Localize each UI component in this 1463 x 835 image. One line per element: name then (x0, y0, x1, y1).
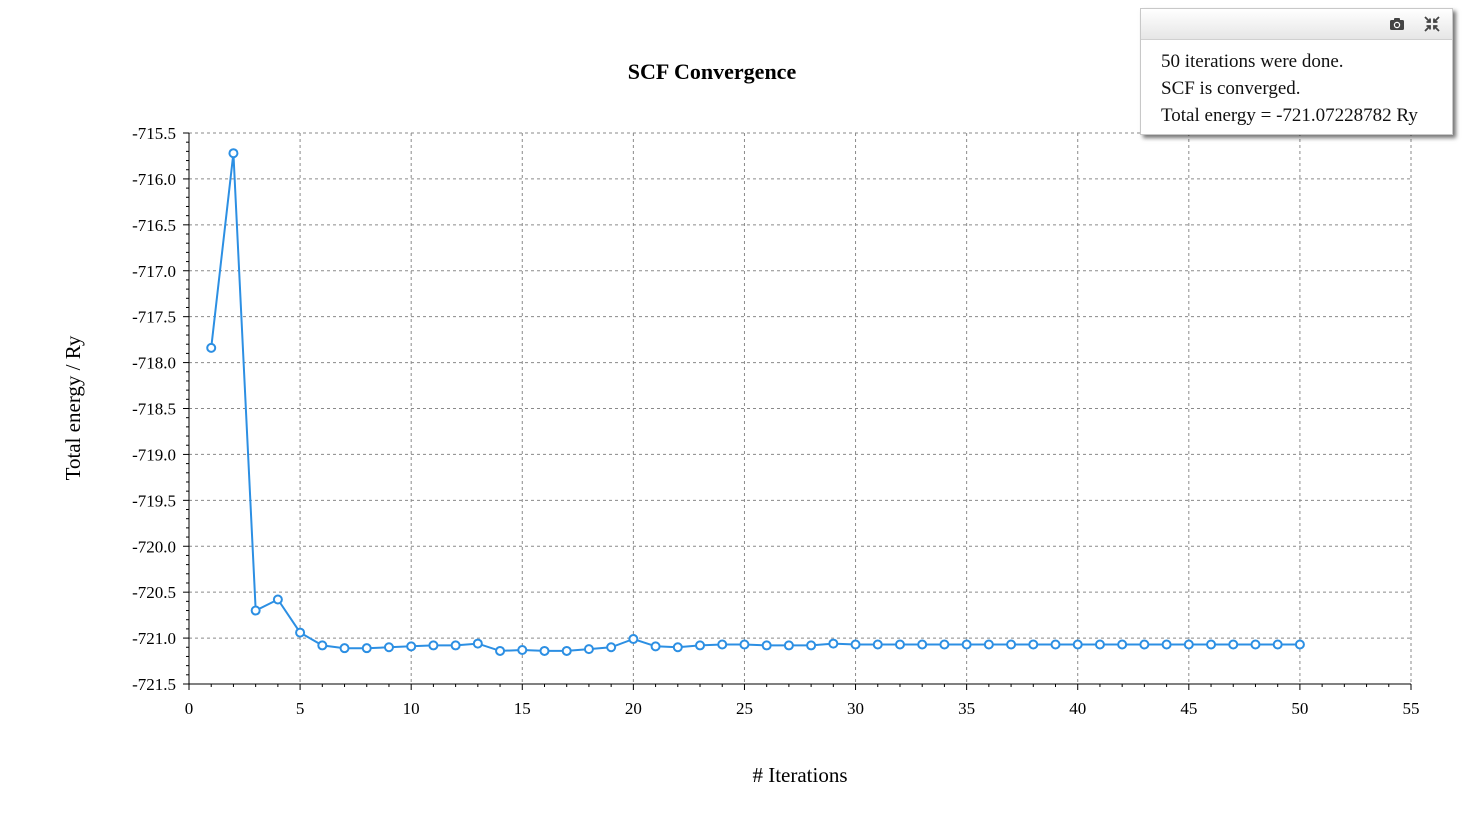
x-axis-label: # Iterations (752, 763, 847, 787)
data-point (1117, 639, 1128, 650)
data-point (250, 605, 261, 616)
data-point (1006, 639, 1017, 650)
data-point (983, 639, 994, 650)
x-tick-label: 45 (1180, 699, 1197, 718)
x-tick-label: 0 (185, 699, 194, 718)
y-axis-label: Total energy / Ry (61, 335, 85, 480)
x-tick-label: 10 (403, 699, 420, 718)
converged-text: SCF is converged. (1161, 78, 1301, 99)
data-point (361, 643, 372, 654)
y-tick-label: -718.0 (132, 354, 176, 373)
data-point (850, 639, 861, 650)
data-point (1228, 639, 1239, 650)
data-point (1161, 639, 1172, 650)
x-tick-label: 20 (625, 699, 642, 718)
data-point (472, 638, 483, 649)
data-point (495, 645, 506, 656)
data-point (761, 640, 772, 651)
iterations-text: 50 iterations were done. (1161, 51, 1344, 72)
data-point (1139, 639, 1150, 650)
data-point (739, 639, 750, 650)
data-point (606, 642, 617, 653)
data-point (717, 639, 728, 650)
info-tooltip-body: 50 iterations were done. SCF is converge… (1141, 40, 1452, 129)
y-tick-label: -720.5 (132, 583, 176, 602)
data-point (406, 641, 417, 652)
y-tick-label: -718.5 (132, 400, 176, 419)
camera-icon[interactable] (1389, 16, 1405, 32)
data-point (1206, 639, 1217, 650)
series-line (210, 153, 1300, 652)
y-tick-label: -717.5 (132, 308, 176, 327)
y-tick-label: -716.0 (132, 170, 176, 189)
data-point (450, 640, 461, 651)
data-point (583, 644, 594, 655)
data-point (1050, 639, 1061, 650)
y-tick-label: -721.0 (132, 629, 176, 648)
y-tick-label: -717.0 (132, 262, 176, 281)
data-point (383, 642, 394, 653)
data-point (872, 639, 883, 650)
x-tick-label: 55 (1403, 699, 1420, 718)
data-point (317, 640, 328, 651)
data-point (1294, 639, 1305, 650)
data-point (517, 645, 528, 656)
data-point (428, 640, 439, 651)
grid (189, 132, 1412, 684)
x-tick-label: 30 (847, 699, 864, 718)
x-tick-label: 25 (736, 699, 753, 718)
data-point (1094, 639, 1105, 650)
data-point (561, 645, 572, 656)
series-energy (206, 148, 1305, 656)
x-tick-label: 50 (1291, 699, 1308, 718)
data-point (1072, 639, 1083, 650)
info-tooltip-header (1141, 9, 1452, 40)
chart-title: SCF Convergence (628, 59, 797, 84)
y-tick-label: -720.0 (132, 537, 176, 556)
data-point (1028, 639, 1039, 650)
y-tick-label: -716.5 (132, 216, 176, 235)
x-tick-label: 35 (958, 699, 975, 718)
y-tick-label: -719.5 (132, 491, 176, 510)
data-point (1272, 639, 1283, 650)
data-point (539, 645, 550, 656)
data-point (695, 640, 706, 651)
total-energy-text: Total energy = -721.07228782 Ry (1161, 105, 1418, 126)
y-tick-label: -719.0 (132, 445, 176, 464)
data-point (783, 640, 794, 651)
data-point (917, 639, 928, 650)
data-point (228, 148, 239, 159)
data-point (295, 627, 306, 638)
x-tick-label: 40 (1069, 699, 1086, 718)
data-point (961, 639, 972, 650)
data-point (650, 641, 661, 652)
data-point (1183, 639, 1194, 650)
data-point (828, 638, 839, 649)
y-tick-label: -715.5 (132, 124, 176, 143)
data-point (206, 342, 217, 353)
data-point (339, 643, 350, 654)
data-point (628, 634, 639, 645)
data-point (272, 594, 283, 605)
x-tick-label: 5 (296, 699, 305, 718)
y-tick-label: -721.5 (132, 675, 176, 694)
x-tick-label: 15 (514, 699, 531, 718)
axes: 0 5 10 15 20 25 30 35 40 45 50 55 -715.5 -716.0 -716.5… (132, 124, 1419, 718)
data-point (672, 642, 683, 653)
data-point (939, 639, 950, 650)
data-point (894, 639, 905, 650)
data-point (806, 640, 817, 651)
collapse-icon[interactable] (1424, 16, 1440, 32)
data-point (1250, 639, 1261, 650)
info-tooltip: 50 iterations were done. SCF is converge… (1140, 8, 1453, 135)
